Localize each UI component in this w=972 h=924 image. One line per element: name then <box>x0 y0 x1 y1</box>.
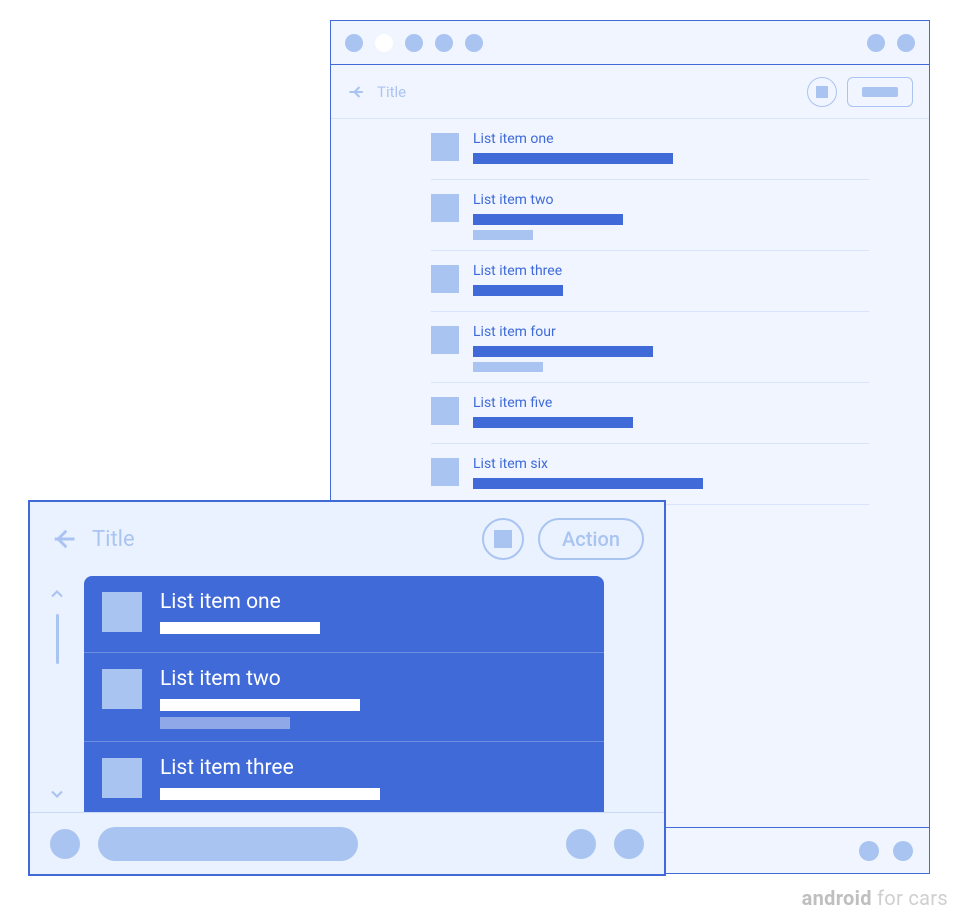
list-item-body: List item two <box>160 667 586 729</box>
nav-dot-icon[interactable] <box>50 829 80 859</box>
list-item-body: List item two <box>473 192 869 240</box>
front-footer <box>30 812 664 874</box>
scroll-thumb[interactable] <box>56 614 59 664</box>
titlebar-dot-icon[interactable] <box>345 34 363 52</box>
list-item-label: List item two <box>160 667 586 691</box>
list-item-icon <box>431 194 459 222</box>
list-item-label: List item four <box>473 324 869 340</box>
chevron-down-icon[interactable] <box>47 784 67 804</box>
nav-dot-icon[interactable] <box>566 829 596 859</box>
list-item-primary-bar <box>473 285 563 296</box>
stop-icon <box>816 86 828 98</box>
list-item-body: List item three <box>473 263 869 301</box>
list-item-label: List item one <box>473 131 869 147</box>
list-item-label: List item three <box>160 756 586 780</box>
front-header-action-button[interactable]: Action <box>538 518 644 560</box>
list-item-body: List item one <box>473 131 869 169</box>
back-titlebar <box>331 21 929 65</box>
titlebar-dot-icon[interactable] <box>867 34 885 52</box>
list-item-primary-bar <box>160 622 320 634</box>
placeholder-bar <box>862 87 898 97</box>
list-item-secondary-bar <box>473 230 533 240</box>
list-item-icon <box>431 133 459 161</box>
list-item-label: List item two <box>473 192 869 208</box>
list-item-primary-bar <box>473 417 633 428</box>
list-item-primary-bar <box>473 214 623 225</box>
back-header-icon-button[interactable] <box>807 77 837 107</box>
footer-dot-icon[interactable] <box>893 841 913 861</box>
watermark: android for cars <box>802 886 948 910</box>
nav-dot-icon[interactable] <box>614 829 644 859</box>
list-item[interactable]: List item two <box>84 653 604 742</box>
list-item[interactable]: List item six <box>431 444 869 505</box>
list-item-body: List item one <box>160 590 586 640</box>
back-page-title: Title <box>377 83 807 101</box>
list-item-secondary-bar <box>160 717 290 729</box>
list-item-icon <box>102 592 142 632</box>
footer-dot-icon[interactable] <box>859 841 879 861</box>
list-item[interactable]: List item one <box>431 119 869 180</box>
list-item[interactable]: List item two <box>431 180 869 251</box>
front-scrollbar[interactable] <box>30 576 84 812</box>
list-item-label: List item one <box>160 590 586 614</box>
list-item-icon <box>102 758 142 798</box>
list-item-primary-bar <box>473 153 673 164</box>
list-item-primary-bar <box>160 699 360 711</box>
titlebar-dot-icon[interactable] <box>375 34 393 52</box>
list-item-primary-bar <box>473 478 703 489</box>
titlebar-dot-icon[interactable] <box>435 34 453 52</box>
front-body: List item one List item two List item thre… <box>30 576 664 812</box>
titlebar-dot-icon[interactable] <box>465 34 483 52</box>
list-item-label: List item three <box>473 263 869 279</box>
watermark-bold: android <box>802 886 872 910</box>
front-window: Title Action List item oneList item twoL… <box>28 500 666 876</box>
list-item-icon <box>431 265 459 293</box>
chevron-up-icon[interactable] <box>47 584 67 604</box>
list-item-label: List item five <box>473 395 869 411</box>
titlebar-dot-icon[interactable] <box>405 34 423 52</box>
list-item-secondary-bar <box>473 362 543 372</box>
list-item-body: List item six <box>473 456 869 494</box>
watermark-rest: for cars <box>872 886 948 910</box>
nav-pill[interactable] <box>98 827 358 861</box>
list-item-icon <box>102 669 142 709</box>
list-item-icon <box>431 326 459 354</box>
list-item[interactable]: List item five <box>431 383 869 444</box>
list-item-body: List item five <box>473 395 869 433</box>
list-item[interactable]: List item three <box>431 251 869 312</box>
list-item-body: List item three <box>160 756 586 806</box>
titlebar-dot-icon[interactable] <box>897 34 915 52</box>
back-header: Title <box>331 65 929 119</box>
back-arrow-icon[interactable] <box>50 525 78 553</box>
list-item-icon <box>431 397 459 425</box>
list-item[interactable]: List item four <box>431 312 869 383</box>
back-list: List item one List item two List item thre… <box>331 119 929 565</box>
list-item[interactable]: List item one <box>84 576 604 653</box>
front-list: List item one List item two List item thre… <box>84 576 604 812</box>
list-item-label: List item six <box>473 456 869 472</box>
list-item[interactable]: List item three <box>84 742 604 812</box>
list-item-body: List item four <box>473 324 869 372</box>
back-titlebar-dots-left <box>345 34 483 52</box>
list-item-icon <box>431 458 459 486</box>
front-page-title: Title <box>92 527 482 552</box>
back-titlebar-dots-right <box>867 34 915 52</box>
back-arrow-icon[interactable] <box>347 82 367 102</box>
list-item-primary-bar <box>160 788 380 800</box>
back-header-action-button[interactable] <box>847 77 913 107</box>
list-item-primary-bar <box>473 346 653 357</box>
front-header-icon-button[interactable] <box>482 518 524 560</box>
front-header: Title Action <box>30 502 664 576</box>
stop-icon <box>494 530 512 548</box>
